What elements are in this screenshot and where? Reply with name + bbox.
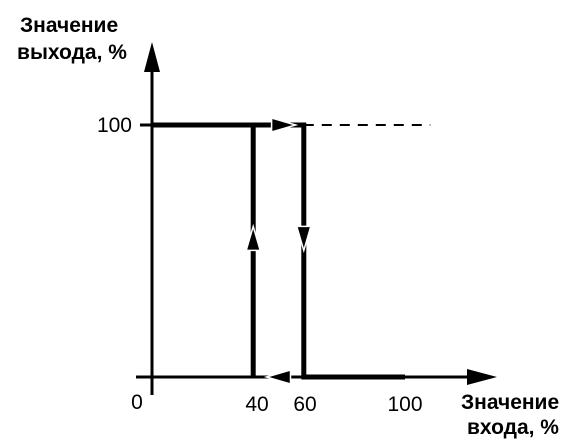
x-tick-label-60: 60 [293,393,316,416]
x-axis-arrowhead [467,369,497,385]
x-axis-title-line-2: входа, % [467,416,559,439]
x-tick-label-100: 100 [387,393,422,416]
hysteresis-curve [152,117,431,385]
y-axis-arrowhead [144,42,160,72]
y-tick-label-100: 100 [97,114,132,137]
x-tick-label-40: 40 [245,393,268,416]
x-tick-label-0: 0 [131,391,143,414]
direction-arrow-left [263,369,292,385]
direction-arrow-up [245,223,262,252]
x-axis-title: Значение входа, % [461,391,565,439]
curve-segment-1 [152,122,405,380]
y-axis-title-line-1: Значение [20,14,118,37]
direction-arrow-right [270,117,299,133]
x-axis-title-line-1: Значение [461,391,559,414]
y-axis-title: Значение выхода, % [17,14,127,64]
direction-arrow-down [295,225,312,254]
y-axis-title-line-2: выхода, % [17,41,127,64]
